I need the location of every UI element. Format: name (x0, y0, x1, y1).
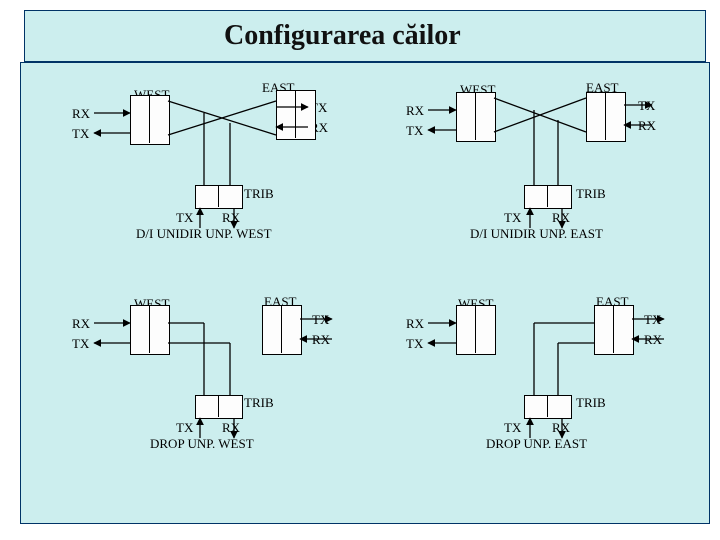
q1-tx-trib: TX (176, 210, 193, 226)
q2-east-box (586, 92, 626, 142)
q3-caption: DROP UNP. WEST (150, 436, 254, 452)
q4-rx-left: RX (406, 316, 424, 332)
q4-east-box (594, 305, 634, 355)
q1-east-box (276, 90, 316, 140)
page-title: Configurarea căilor (224, 20, 461, 52)
q2-trib-label: TRIB (576, 186, 606, 202)
q4-tx-left: TX (406, 336, 423, 352)
q2-rx-right: RX (638, 118, 656, 134)
q4-trib-box (524, 395, 572, 419)
q4-tx-right: TX (644, 312, 661, 328)
q3-east-box-divider (281, 305, 282, 353)
q3-trib-label: TRIB (244, 395, 274, 411)
q3-rx-left: RX (72, 316, 90, 332)
q4-west-box-divider (475, 305, 476, 353)
q2-rx-left: RX (406, 103, 424, 119)
q3-tx-trib: TX (176, 420, 193, 436)
q1-caption: D/I UNIDIR UNP. WEST (136, 226, 272, 242)
q3-tx-left: TX (72, 336, 89, 352)
q4-west-box (456, 305, 496, 355)
q3-tx-right: TX (312, 312, 329, 328)
q2-trib-box (524, 185, 572, 209)
q2-east-box-divider (605, 92, 606, 140)
q2-west-box-divider (475, 92, 476, 140)
q2-tx-left: TX (406, 123, 423, 139)
q3-rx-right: RX (312, 332, 330, 348)
q4-rx-right: RX (644, 332, 662, 348)
q2-rx-trib: RX (552, 210, 570, 226)
q3-east-box (262, 305, 302, 355)
q1-trib-label: TRIB (244, 186, 274, 202)
q3-west-box-divider (149, 305, 150, 353)
q1-west-box-divider (149, 95, 150, 143)
q4-trib-box-divider (547, 395, 548, 417)
q1-trib-box-divider (218, 185, 219, 207)
q3-west-box (130, 305, 170, 355)
q3-rx-trib: RX (222, 420, 240, 436)
q2-tx-trib: TX (504, 210, 521, 226)
q2-tx-right: TX (638, 98, 655, 114)
q4-caption: DROP UNP. EAST (486, 436, 587, 452)
q4-tx-trib: TX (504, 420, 521, 436)
q3-trib-box-divider (218, 395, 219, 417)
q4-trib-label: TRIB (576, 395, 606, 411)
q4-east-box-divider (613, 305, 614, 353)
q2-trib-box-divider (547, 185, 548, 207)
q4-rx-trib: RX (552, 420, 570, 436)
q1-rx-left: RX (72, 106, 90, 122)
q1-rx-trib: RX (222, 210, 240, 226)
q1-tx-left: TX (72, 126, 89, 142)
q2-caption: D/I UNIDIR UNP. EAST (470, 226, 603, 242)
q1-trib-box (195, 185, 243, 209)
q1-east-box-divider (295, 90, 296, 138)
q3-trib-box (195, 395, 243, 419)
q2-west-box (456, 92, 496, 142)
q1-west-box (130, 95, 170, 145)
